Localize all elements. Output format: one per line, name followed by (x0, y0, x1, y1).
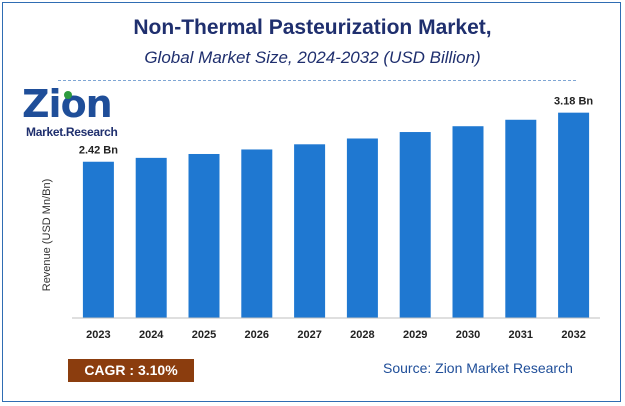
x-tick-label-2032: 2032 (561, 329, 585, 341)
x-tick-label-2026: 2026 (245, 329, 269, 341)
x-tick-label-2031: 2031 (509, 329, 533, 341)
x-tick-label-2023: 2023 (86, 329, 110, 341)
x-tick-label-2030: 2030 (456, 329, 480, 341)
data-labels: 2.42 Bn 3.18 Bn (79, 96, 594, 157)
x-tick-label-2028: 2028 (350, 329, 374, 341)
bar-2025 (188, 153, 220, 318)
x-tick-label-2024: 2024 (139, 329, 164, 341)
cagr-badge: CAGR : 3.10% (68, 359, 194, 382)
logo-dot-icon (64, 91, 72, 99)
title-divider (58, 80, 576, 81)
x-tick-label-2029: 2029 (403, 329, 427, 341)
bar-2029 (399, 132, 431, 318)
bar-2030 (452, 126, 484, 318)
data-label-2032: 3.18 Bn (554, 96, 593, 108)
bar-2024 (135, 157, 167, 318)
bar-2028 (346, 138, 378, 318)
bar-2031 (505, 119, 537, 318)
x-tick-labels: 2023 2024 2025 2026 2027 2028 2029 2030 2031 2032 (86, 329, 586, 341)
bar-2032 (558, 112, 590, 318)
source-note: Source: Zion Market Research (383, 360, 573, 376)
chart-title: Non-Thermal Pasteurization Market, (133, 16, 492, 39)
bar-2027 (294, 144, 326, 318)
y-axis-label: Revenue (USD Mn/Bn) (41, 179, 53, 292)
bar-series (82, 112, 590, 318)
bar-2026 (241, 149, 273, 318)
logo-tagline: Market.Research (26, 125, 118, 139)
logo-wordmark: Zion (22, 82, 113, 126)
bar-2023 (82, 161, 114, 318)
x-tick-label-2025: 2025 (192, 329, 216, 341)
zion-logo: Zion Market.Research (18, 82, 128, 140)
x-tick-label-2027: 2027 (297, 329, 321, 341)
chart-subtitle: Global Market Size, 2024-2032 (USD Billi… (144, 48, 481, 67)
data-label-2023: 2.42 Bn (79, 145, 118, 157)
